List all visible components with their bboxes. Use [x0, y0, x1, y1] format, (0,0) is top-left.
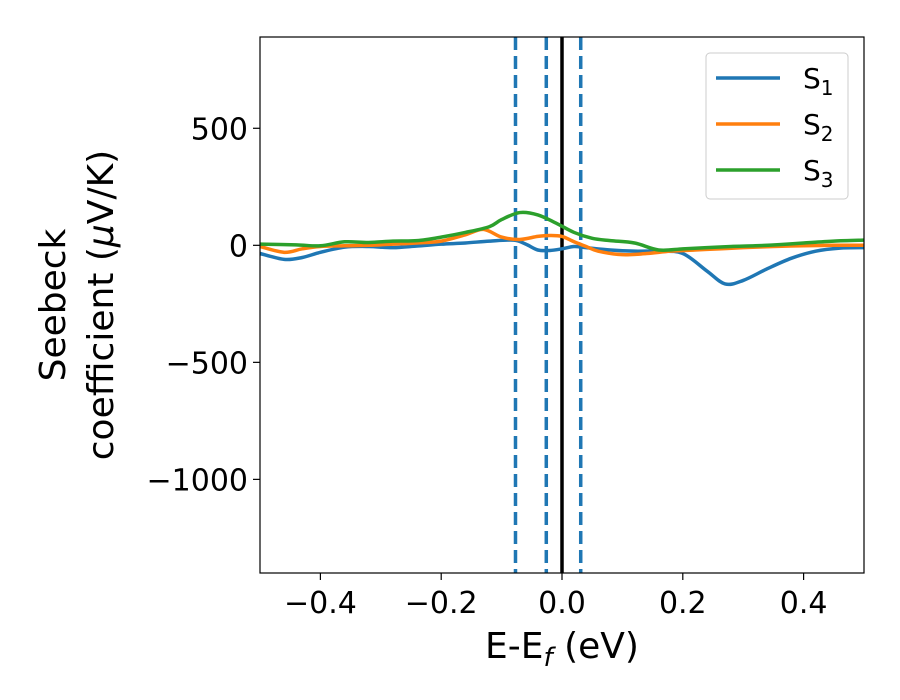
y-axis: 500 0 −500 −1000: [147, 112, 260, 498]
y-axis-title: Seebeck coefficient (μV/K): [33, 150, 122, 460]
legend-box: [705, 52, 849, 200]
y-tick-label: −500: [166, 346, 248, 381]
y-tick-label: 500: [191, 112, 248, 147]
x-axis-title-unit: (eV): [553, 626, 639, 667]
x-tick-label: 0.4: [780, 586, 828, 621]
x-axis-title: E-Ef (eV): [485, 626, 639, 673]
legend: S1 S2 S3: [705, 52, 849, 200]
y-axis-title-unit: V/K): [81, 150, 122, 224]
y-axis-title-line2: coefficient (μV/K): [81, 150, 122, 460]
y-tick-label: −1000: [147, 463, 248, 498]
y-tick-label: 0: [229, 229, 248, 264]
y-axis-title-mu: μ: [81, 224, 122, 248]
x-tick-label: −0.4: [284, 586, 357, 621]
x-axis: −0.4 −0.2 0.0 0.2 0.4: [284, 573, 827, 621]
x-tick-label: 0.0: [538, 586, 586, 621]
reference-lines: [513, 37, 583, 573]
legend-label-s3: S3: [803, 154, 834, 192]
series-lines: [260, 210, 864, 287]
x-tick-label: −0.2: [405, 586, 478, 621]
series-line-s2: [260, 227, 864, 257]
legend-label-s2: S2: [803, 108, 834, 146]
y-axis-title-line1: Seebeck: [33, 228, 74, 381]
legend-label-s1: S1: [803, 62, 834, 100]
x-tick-label: 0.2: [659, 586, 707, 621]
series-line-s3: [260, 210, 864, 253]
